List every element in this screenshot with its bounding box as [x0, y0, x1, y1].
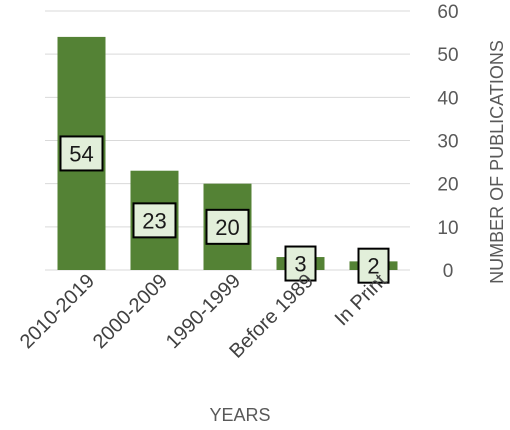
y-tick-label: 50 [437, 45, 458, 66]
x-category-label: 2000-2009 [89, 270, 172, 353]
data-label-box [205, 208, 250, 245]
data-labels: 54 23 20 3 2 [59, 135, 390, 284]
y-tick-label: 30 [437, 132, 458, 153]
y-axis-title: NUMBER OF PUBLICATIONS [487, 40, 507, 284]
data-label: 2 [367, 254, 379, 279]
y-tick-label: 10 [437, 218, 458, 239]
data-label: 3 [294, 252, 306, 277]
y-tick-label: 60 [437, 2, 458, 23]
data-label: 54 [69, 141, 93, 166]
y-tick-label: 20 [437, 175, 458, 196]
data-label-box [132, 202, 177, 239]
y-tick-label: 0 [443, 261, 454, 282]
data-label-box [59, 135, 104, 172]
data-label: 23 [142, 208, 166, 233]
y-axis-ticks: 0 10 20 30 40 50 60 [437, 2, 458, 282]
data-label-box [284, 245, 317, 282]
data-label: 20 [215, 215, 239, 240]
y-tick-label: 40 [437, 88, 458, 109]
x-axis-title: YEARS [209, 405, 270, 425]
data-label-box [357, 247, 390, 284]
x-category-label: 2010-2019 [16, 270, 99, 353]
